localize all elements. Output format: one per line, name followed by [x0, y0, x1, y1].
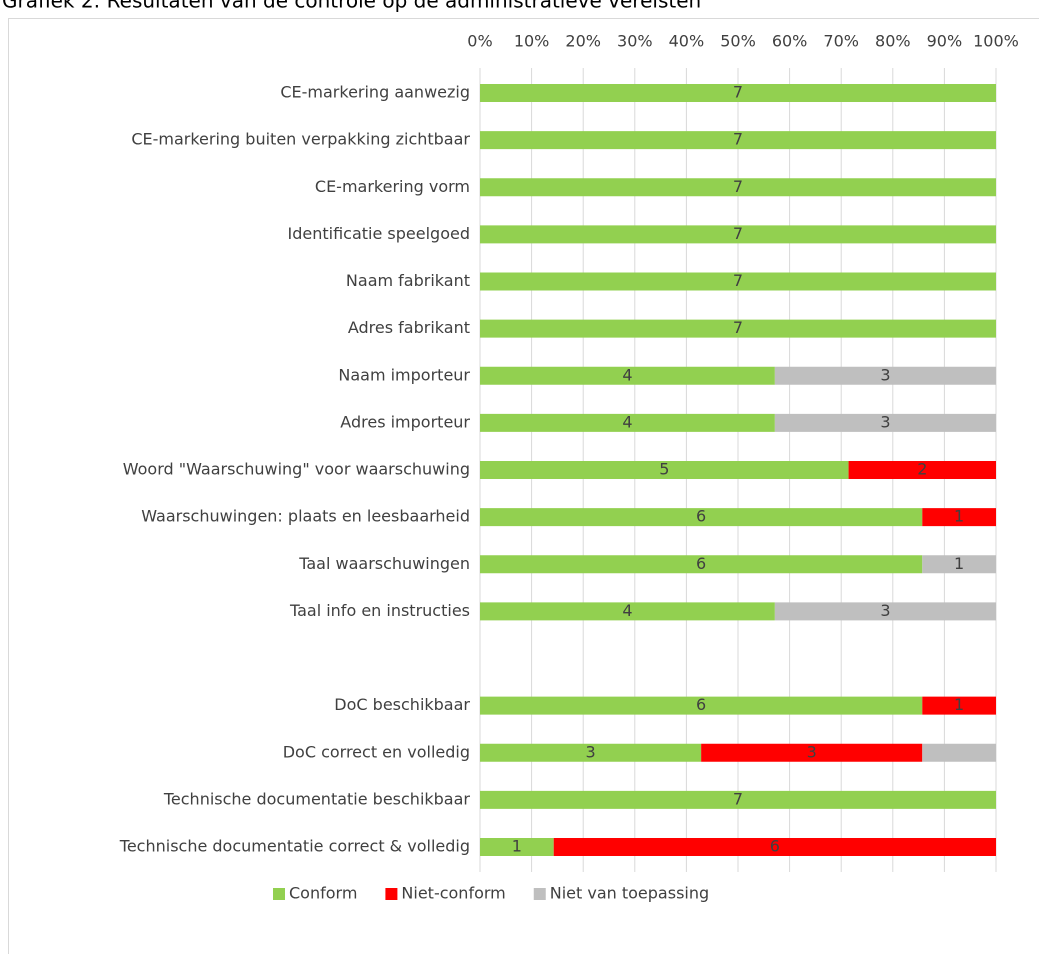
data-label: 7 — [733, 177, 743, 196]
bar-segment — [480, 696, 923, 715]
bar-segment — [480, 225, 996, 244]
data-label: 7 — [733, 83, 743, 102]
bar-segment — [480, 508, 923, 527]
bar-segment — [480, 790, 996, 809]
data-label: 1 — [512, 837, 522, 856]
chart-frame — [8, 18, 1039, 954]
bar-segment — [480, 272, 996, 291]
data-label: 6 — [696, 554, 706, 573]
bar-segment — [480, 413, 775, 432]
bar-segment — [480, 319, 996, 338]
bar-segment — [553, 838, 996, 856]
y-tick-label: Naam fabrikant — [346, 271, 470, 290]
data-label: 4 — [622, 365, 632, 384]
y-tick-label: Identificatie speelgoed — [288, 224, 470, 243]
y-tick-label: Woord "Waarschuwing" voor waarschuwing — [123, 460, 470, 479]
data-label: 3 — [880, 601, 890, 620]
data-label: 1 — [954, 507, 964, 526]
data-label: 3 — [585, 742, 595, 761]
y-tick-label: Technische documentatie correct & volled… — [119, 837, 470, 856]
bar-segment — [922, 743, 996, 762]
bar-segment — [922, 555, 996, 574]
data-label: 6 — [770, 837, 780, 856]
x-tick-label: 80% — [875, 32, 911, 51]
y-tick-label: DoC beschikbaar — [334, 695, 470, 714]
bar-segment — [922, 696, 996, 715]
bar-segment — [480, 131, 996, 150]
data-label: 7 — [733, 130, 743, 149]
y-tick-label: Adres fabrikant — [348, 318, 470, 337]
data-label: 6 — [696, 507, 706, 526]
x-tick-label: 20% — [565, 32, 601, 51]
x-tick-label: 70% — [823, 32, 859, 51]
x-tick-label: 10% — [514, 32, 550, 51]
x-tick-label: 0% — [467, 32, 492, 51]
y-tick-label: CE-markering aanwezig — [280, 83, 470, 102]
x-tick-label: 30% — [617, 32, 653, 51]
data-label: 7 — [733, 789, 743, 808]
data-label: 2 — [917, 460, 927, 479]
data-label: 7 — [733, 271, 743, 290]
bar-segment — [774, 602, 996, 621]
bar-segment — [480, 461, 849, 479]
y-tick-label: CE-markering vorm — [315, 177, 470, 196]
bar-segment — [701, 743, 923, 762]
x-tick-label: 90% — [927, 32, 963, 51]
bar-segment — [480, 555, 923, 574]
legend-label: Niet-conform — [401, 884, 505, 903]
y-tick-label: DoC correct en volledig — [283, 742, 470, 761]
y-tick-label: CE-markering buiten verpakking zichtbaar — [131, 130, 470, 149]
bar-segment — [480, 743, 702, 762]
data-label: 5 — [659, 460, 669, 479]
data-label: 3 — [807, 742, 817, 761]
legend-swatch — [385, 888, 398, 900]
y-tick-label: Taal info en instructies — [289, 601, 470, 620]
legend-swatch — [273, 888, 285, 900]
data-label: 6 — [696, 695, 706, 714]
y-tick-label: Taal waarschuwingen — [298, 554, 470, 573]
y-tick-label: Waarschuwingen: plaats en leesbaarheid — [141, 507, 470, 526]
y-tick-label: Adres importeur — [340, 412, 470, 431]
data-label: 1 — [954, 695, 964, 714]
bar-segment — [848, 461, 996, 479]
x-tick-label: 100% — [973, 32, 1019, 51]
bar-segment — [774, 366, 996, 385]
data-label: 7 — [733, 318, 743, 337]
y-tick-label: Technische documentatie beschikbaar — [163, 789, 471, 808]
data-label: 4 — [622, 412, 632, 431]
x-tick-label: 50% — [720, 32, 756, 51]
chart-title: Grafiek 2: Resultaten van de controle op… — [2, 0, 701, 13]
x-tick-label: 60% — [772, 32, 808, 51]
legend-label: Niet van toepassing — [550, 884, 709, 903]
legend-label: Conform — [289, 884, 357, 903]
bar-segment — [922, 508, 996, 527]
bar-segment — [480, 602, 775, 621]
bar-segment — [480, 178, 996, 197]
bar-segment — [480, 838, 554, 856]
data-label: 7 — [733, 224, 743, 243]
data-label: 1 — [954, 554, 964, 573]
legend-swatch — [533, 888, 546, 900]
data-label: 3 — [880, 365, 890, 384]
y-tick-label: Naam importeur — [338, 365, 470, 384]
data-label: 4 — [622, 601, 632, 620]
bar-segment — [774, 413, 996, 432]
x-tick-label: 40% — [669, 32, 705, 51]
data-label: 3 — [880, 412, 890, 431]
bar-segment — [480, 366, 775, 385]
bar-segment — [480, 84, 996, 102]
